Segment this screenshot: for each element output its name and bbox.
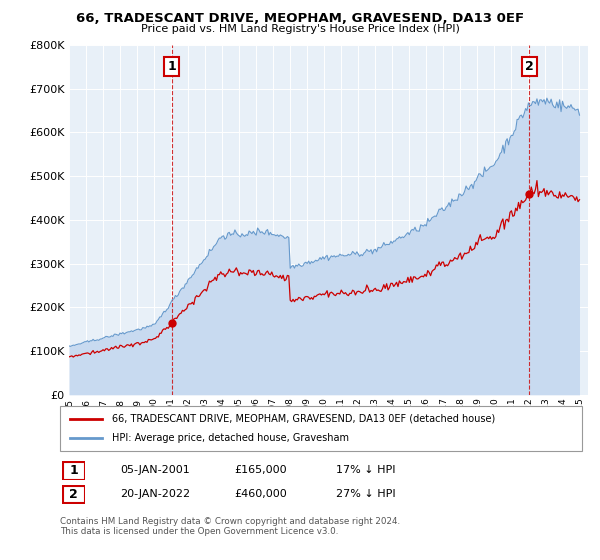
Text: 66, TRADESCANT DRIVE, MEOPHAM, GRAVESEND, DA13 0EF: 66, TRADESCANT DRIVE, MEOPHAM, GRAVESEND… <box>76 12 524 25</box>
FancyBboxPatch shape <box>63 462 85 480</box>
Text: 66, TRADESCANT DRIVE, MEOPHAM, GRAVESEND, DA13 0EF (detached house): 66, TRADESCANT DRIVE, MEOPHAM, GRAVESEND… <box>112 413 496 423</box>
Text: £460,000: £460,000 <box>234 489 287 499</box>
Text: Price paid vs. HM Land Registry's House Price Index (HPI): Price paid vs. HM Land Registry's House … <box>140 24 460 34</box>
FancyBboxPatch shape <box>60 406 582 451</box>
Text: 20-JAN-2022: 20-JAN-2022 <box>120 489 190 499</box>
Text: 2: 2 <box>525 60 533 73</box>
Text: This data is licensed under the Open Government Licence v3.0.: This data is licensed under the Open Gov… <box>60 528 338 536</box>
Text: 1: 1 <box>167 60 176 73</box>
Text: £165,000: £165,000 <box>234 465 287 475</box>
Text: 1: 1 <box>70 464 78 478</box>
Text: 27% ↓ HPI: 27% ↓ HPI <box>336 489 395 499</box>
Text: 05-JAN-2001: 05-JAN-2001 <box>120 465 190 475</box>
Text: 2: 2 <box>70 488 78 501</box>
FancyBboxPatch shape <box>63 486 85 503</box>
Text: 17% ↓ HPI: 17% ↓ HPI <box>336 465 395 475</box>
Text: HPI: Average price, detached house, Gravesham: HPI: Average price, detached house, Grav… <box>112 433 349 444</box>
Text: Contains HM Land Registry data © Crown copyright and database right 2024.: Contains HM Land Registry data © Crown c… <box>60 517 400 526</box>
